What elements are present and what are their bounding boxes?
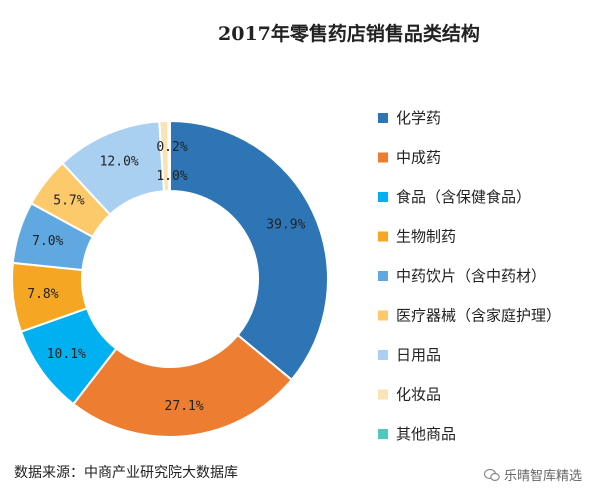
source-note: 数据来源：中商产业研究院大数据库 — [14, 465, 238, 481]
donut-slices — [11, 119, 329, 438]
legend-swatch-1 — [378, 113, 388, 123]
slice-label-8: 1.0% — [156, 169, 187, 184]
slice-label-1: 39.9% — [266, 218, 305, 233]
slice-labels: 39.9% 27.1% 10.1% 7.8% 7.0% 5.7% 12.0% 1.0% 0.2% — [27, 140, 305, 414]
legend-swatch-8 — [378, 389, 388, 400]
slice-label-6: 5.7% — [53, 193, 84, 208]
slice-label-2: 27.1% — [165, 399, 204, 414]
legend-label-9: 其他商品 — [396, 425, 456, 443]
legend-label-6: 医疗器械（含家庭护理） — [396, 307, 561, 325]
slice-label-9: 0.2% — [156, 140, 187, 155]
chart-title: 2017年零售药店销售品类结构 — [218, 22, 480, 45]
slice-label-3: 10.1% — [47, 347, 86, 362]
watermark-text: 乐晴智库精选 — [503, 469, 582, 484]
legend-swatch-4 — [378, 231, 388, 242]
slice-label-5: 7.0% — [32, 234, 63, 249]
watermark: 乐晴智库精选 — [483, 465, 582, 484]
legend-label-3: 食品（含保健食品） — [396, 188, 531, 206]
legend-swatch-6 — [378, 310, 388, 321]
legend-swatch-3 — [378, 192, 388, 202]
legend-label-2: 中成药 — [396, 149, 441, 167]
legend-label-7: 日用品 — [396, 346, 441, 364]
legend-label-5: 中药饮片（含中药材） — [396, 267, 546, 285]
slice-2 — [71, 333, 294, 438]
legend-swatch-9 — [378, 429, 388, 439]
slice-label-4: 7.8% — [27, 287, 58, 302]
legend-label-8: 化妆品 — [396, 386, 441, 404]
wechat-icon — [483, 468, 500, 481]
legend-swatch-2 — [378, 152, 388, 163]
slice-9 — [167, 119, 171, 193]
legend-label-1: 化学药 — [396, 109, 441, 127]
legend-swatch-5 — [378, 271, 388, 281]
legend-label-4: 生物制药 — [396, 228, 456, 246]
legend-swatch-7 — [378, 350, 388, 360]
slice-label-7: 12.0% — [100, 155, 139, 170]
slice-1 — [169, 119, 329, 382]
